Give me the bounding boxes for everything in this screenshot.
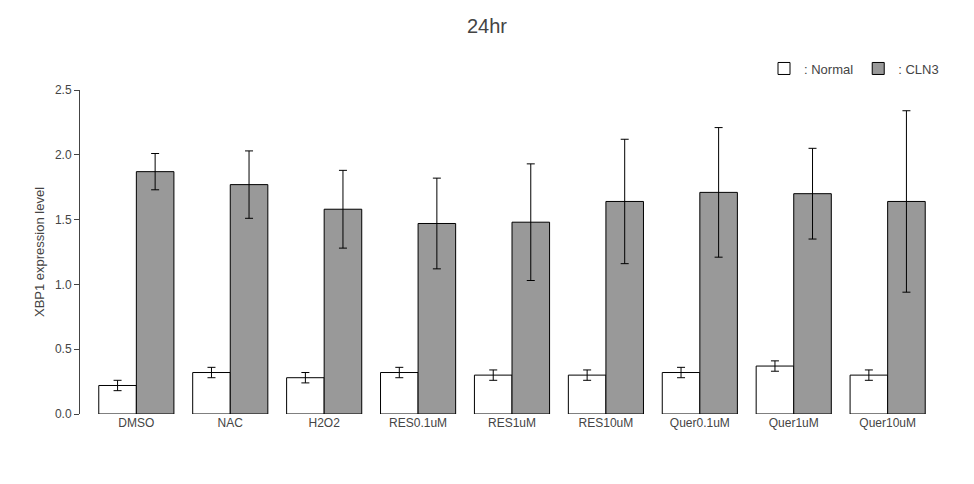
svg-text:NAC: NAC: [218, 416, 244, 430]
svg-text:Quer0.1uM: Quer0.1uM: [670, 416, 730, 430]
svg-text:0.5: 0.5: [55, 342, 72, 356]
svg-text:: Normal: : Normal: [804, 62, 853, 77]
svg-text:1.0: 1.0: [55, 278, 72, 292]
svg-text:0.0: 0.0: [55, 407, 72, 421]
svg-text:RES1uM: RES1uM: [488, 416, 536, 430]
svg-text:Quer10uM: Quer10uM: [859, 416, 916, 430]
svg-text:RES10uM: RES10uM: [579, 416, 634, 430]
svg-text:1.5: 1.5: [55, 213, 72, 227]
svg-text:2.5: 2.5: [55, 83, 72, 97]
svg-text:Quer1uM: Quer1uM: [769, 416, 819, 430]
svg-text:2.0: 2.0: [55, 148, 72, 162]
svg-text:RES0.1uM: RES0.1uM: [389, 416, 447, 430]
svg-text:24hr: 24hr: [467, 15, 507, 37]
svg-text:DMSO: DMSO: [118, 416, 154, 430]
svg-text:: CLN3: : CLN3: [898, 62, 938, 77]
svg-text:H2O2: H2O2: [308, 416, 340, 430]
svg-text:XBP1 expression level: XBP1 expression level: [32, 187, 47, 317]
